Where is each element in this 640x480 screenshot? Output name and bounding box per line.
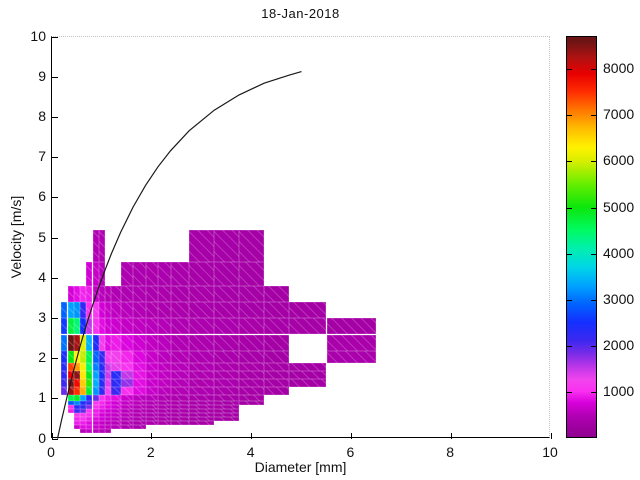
y-tick-label: 2 xyxy=(38,349,46,366)
colorbar-tick-mark xyxy=(591,299,596,301)
colorbar-tick-mark xyxy=(567,207,572,209)
y-tick-mark xyxy=(52,197,58,199)
y-tick-mark xyxy=(52,398,58,400)
y-tick-mark xyxy=(52,237,58,239)
x-axis-label: Diameter [mm] xyxy=(254,459,347,475)
heatmap-cell xyxy=(326,334,377,351)
y-tick-label: 1 xyxy=(38,389,46,406)
y-tick-mark xyxy=(52,317,58,319)
colorbar-tick-label: 6000 xyxy=(603,152,635,169)
y-tick-label: 5 xyxy=(38,228,46,245)
x-tick-label: 0 xyxy=(47,444,55,460)
heatmap-cell xyxy=(326,350,377,363)
x-tick-mark xyxy=(51,433,53,439)
colorbar-tick-mark xyxy=(591,253,596,255)
y-tick-label: 7 xyxy=(38,148,46,165)
colorbar-tick-mark xyxy=(591,207,596,209)
colorbar-tick-mark xyxy=(567,392,572,394)
x-tick-label: 2 xyxy=(146,444,155,460)
heatmap-cell xyxy=(326,318,377,335)
colorbar-tick-label: 5000 xyxy=(603,198,635,215)
y-tick-mark xyxy=(52,116,58,118)
x-tick-label: 10 xyxy=(542,444,558,460)
y-tick-mark xyxy=(52,76,58,78)
colorbar-tick-label: 1000 xyxy=(603,383,635,400)
colorbar-tick-mark xyxy=(567,115,572,117)
colorbar-tick-label: 3000 xyxy=(603,290,635,307)
y-tick-label: 3 xyxy=(38,308,46,325)
heatmap-cell xyxy=(289,378,327,387)
x-tick-mark xyxy=(350,433,352,439)
y-tick-mark xyxy=(52,438,58,440)
colorbar-tick-mark xyxy=(567,299,572,301)
x-tick-mark xyxy=(450,433,452,439)
heatmap-cell xyxy=(289,370,327,379)
colorbar-tick-mark xyxy=(591,392,596,394)
colorbar-tick-mark xyxy=(567,161,572,163)
y-tick-label: 10 xyxy=(30,27,46,44)
x-tick-mark xyxy=(550,433,552,439)
x-tick-label: 4 xyxy=(246,444,255,460)
y-tick-mark xyxy=(52,36,58,38)
y-tick-mark xyxy=(52,277,58,279)
colorbar xyxy=(566,36,597,438)
y-tick-mark xyxy=(52,358,58,360)
colorbar-tick-label: 2000 xyxy=(603,337,635,354)
colorbar-tick-label: 8000 xyxy=(603,59,635,76)
colorbar-tick-label: 7000 xyxy=(603,106,635,123)
x-tick-label: 6 xyxy=(346,444,355,460)
chart-title: 18-Jan-2018 xyxy=(261,6,340,21)
x-tick-label: 8 xyxy=(446,444,455,460)
x-tick-mark xyxy=(151,433,153,439)
y-tick-mark xyxy=(52,157,58,159)
y-tick-label: 9 xyxy=(38,67,46,84)
axis-tick-marks xyxy=(51,36,552,440)
y-tick-label: 6 xyxy=(38,188,46,205)
y-tick-label: 4 xyxy=(38,268,46,285)
colorbar-tick-label: 4000 xyxy=(603,244,635,261)
colorbar-tick-mark xyxy=(567,253,572,255)
y-tick-label: 8 xyxy=(38,107,46,124)
colorbar-tick-mark xyxy=(591,68,596,70)
colorbar-tick-mark xyxy=(591,161,596,163)
colorbar-gradient xyxy=(567,37,596,437)
heatmap-cell xyxy=(289,362,327,371)
colorbar-tick-mark xyxy=(591,346,596,348)
colorbar-tick-mark xyxy=(567,346,572,348)
colorbar-tick-mark xyxy=(567,68,572,70)
plot-area xyxy=(51,36,552,440)
x-tick-mark xyxy=(251,433,253,439)
y-tick-label: 0 xyxy=(38,429,46,446)
colorbar-tick-mark xyxy=(591,115,596,117)
